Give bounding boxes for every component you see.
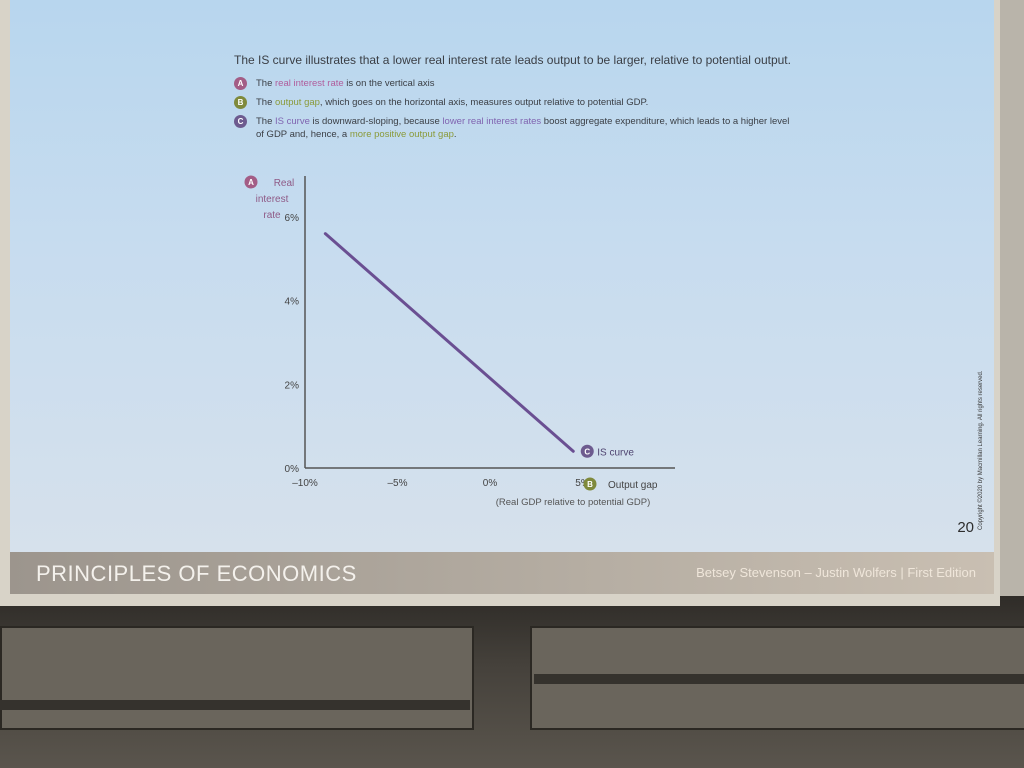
note-text: The <box>256 78 276 89</box>
wall-rail-left <box>0 700 470 710</box>
y-axis-label: interest <box>256 194 289 205</box>
note-badge: B <box>234 96 247 109</box>
note-highlight: output gap <box>275 97 320 108</box>
lower-wall <box>0 596 1024 768</box>
wall-panel-left <box>0 626 474 730</box>
note-text: is on the vertical axis <box>343 78 435 89</box>
note-highlight: IS curve <box>275 116 310 127</box>
note-text: , which goes on the horizontal axis, mea… <box>319 97 649 108</box>
y-tick-label: 0% <box>285 464 300 475</box>
book-title: PRINCIPLES OF ECONOMICS <box>36 561 357 586</box>
y-tick-label: 6% <box>285 213 300 224</box>
ylabel-badge <box>244 175 258 189</box>
series-badge-letter: C <box>584 447 590 456</box>
note-badge: A <box>234 77 247 90</box>
ylabel-badge-letter: A <box>248 178 254 187</box>
series-label: IS curve <box>597 447 634 458</box>
note-text: is downward-sloping, because <box>309 116 443 127</box>
note-c: C The IS curve is downward-sloping, becau… <box>234 115 794 141</box>
projector-screen: The IS curve illustrates that a lower re… <box>0 0 1000 606</box>
note-highlight: real interest rate <box>275 78 344 89</box>
note-text: boost aggregate expenditure, which leads… <box>256 116 790 140</box>
x-axis-label: Output gap <box>608 480 658 491</box>
slide-text: The IS curve illustrates that a lower re… <box>234 52 794 147</box>
note-highlight: more positive output gap <box>349 129 454 140</box>
series-badge <box>580 444 594 458</box>
x-tick-label: 5% <box>575 478 590 489</box>
x-axis-sublabel: (Real GDP relative to potential GDP) <box>496 497 651 508</box>
note-text: The <box>256 116 276 127</box>
y-axis-label: Real <box>274 178 295 189</box>
x-tick-label: –10% <box>292 478 318 489</box>
note-text: The <box>256 97 276 108</box>
note-text: . <box>453 129 457 140</box>
x-tick-label: –5% <box>387 478 407 489</box>
y-axis-label: rate <box>263 210 281 221</box>
is-curve-chart: –10% –5% 0% 5% 0% 2% 4% 6% A Real interest rate B Out… <box>244 175 675 508</box>
lead-text: The IS curve illustrates that a lower re… <box>234 53 791 67</box>
copyright-notice: Copyright ©2020 by Macmillan Learning. A… <box>978 370 984 531</box>
note-badge: C <box>234 115 247 128</box>
xlabel-badge <box>583 477 597 491</box>
x-tick-label: 0% <box>483 478 498 489</box>
slide-footer: PRINCIPLES OF ECONOMICS Betsey Stevenson… <box>10 552 994 594</box>
xlabel-badge-letter: B <box>587 480 593 489</box>
note-b: B The output gap, which goes on the horiz… <box>234 96 794 109</box>
note-highlight: lower real interest rates <box>442 116 542 127</box>
y-tick-label: 4% <box>285 297 300 308</box>
slide: The IS curve illustrates that a lower re… <box>10 0 994 552</box>
annotation-notes: A The real interest rate is on the vertic… <box>234 77 794 141</box>
y-tick-label: 2% <box>285 380 300 391</box>
is-curve-line <box>323 232 575 453</box>
note-a: A The real interest rate is on the vertic… <box>234 77 794 90</box>
wall-rail-right <box>534 674 1024 684</box>
page-number: 20 <box>957 519 974 536</box>
book-authors: Betsey Stevenson – Justin Wolfers | Firs… <box>696 565 976 580</box>
